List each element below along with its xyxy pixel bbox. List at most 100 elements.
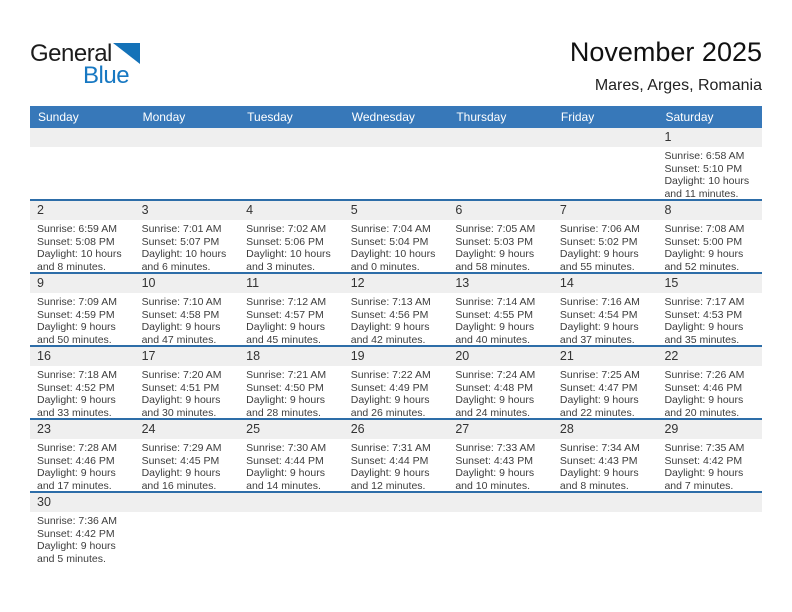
- calendar-grid: 1 Sunrise: 6:58 AM Sunset: 5:10 PM Daylight…: [30, 128, 763, 564]
- day-details: Sunrise: 7:25 AM Sunset: 4:47 PM Daylight:…: [553, 366, 658, 418]
- sunset-text: Sunset: 4:58 PM: [141, 308, 220, 321]
- location-subtitle: Mares, Arges, Romania: [594, 76, 762, 94]
- day-details: Sunrise: 7:22 AM Sunset: 4:49 PM Daylight:…: [344, 366, 449, 418]
- day-cell-30: 30 Sunrise: 7:36 AM Sunset: 4:42 PM Dayligh…: [30, 493, 135, 564]
- day-number: [239, 493, 344, 512]
- weekday-header-wednesday: Wednesday: [351, 110, 415, 124]
- daylight-text-line2: and 8 minutes.: [37, 261, 106, 272]
- day-number: [343, 493, 449, 512]
- day-cell-19: 19 Sunrise: 7:22 AM Sunset: 4:49 PM Dayligh…: [343, 347, 449, 418]
- day-details: Sunrise: 7:16 AM Sunset: 4:54 PM Daylight:…: [553, 293, 658, 345]
- day-details: Sunrise: 7:18 AM Sunset: 4:52 PM Daylight:…: [30, 366, 135, 418]
- sunrise-text: Sunrise: 7:04 AM: [350, 223, 431, 235]
- daylight-text-line1: Daylight: 9 hours: [37, 467, 116, 480]
- sunset-text: Sunset: 4:50 PM: [246, 381, 324, 394]
- day-cell-6: 6 Sunrise: 7:05 AM Sunset: 5:03 PM Daylight…: [448, 201, 553, 272]
- empty-day-cell: [657, 493, 763, 564]
- empty-day-cell: [134, 493, 240, 564]
- daylight-text-line1: Daylight: 9 hours: [664, 467, 744, 480]
- sunset-text: Sunset: 4:49 PM: [350, 381, 429, 394]
- daylight-text-line2: and 45 minutes.: [246, 334, 321, 345]
- week-row: 1 Sunrise: 6:58 AM Sunset: 5:10 PM Daylight…: [30, 128, 763, 199]
- daylight-text-line1: Daylight: 9 hours: [141, 467, 221, 480]
- sunset-text: Sunset: 5:00 PM: [664, 235, 743, 248]
- sunset-text: Sunset: 4:55 PM: [455, 308, 533, 321]
- daylight-text-line2: and 35 minutes.: [664, 334, 740, 345]
- day-cell-25: 25 Sunrise: 7:30 AM Sunset: 4:44 PM Dayligh…: [239, 420, 344, 491]
- day-number: 12: [343, 274, 449, 293]
- weekday-header-monday: Monday: [142, 110, 186, 124]
- day-number: 20: [448, 347, 553, 366]
- daylight-text-line1: Daylight: 9 hours: [455, 394, 535, 407]
- day-cell-20: 20 Sunrise: 7:24 AM Sunset: 4:48 PM Dayligh…: [448, 347, 553, 418]
- day-number: [134, 128, 240, 147]
- daylight-text-line2: and 8 minutes.: [559, 480, 629, 491]
- day-details: Sunrise: 7:13 AM Sunset: 4:56 PM Daylight:…: [344, 293, 449, 345]
- empty-day-cell: [134, 128, 240, 199]
- sunrise-text: Sunrise: 7:25 AM: [559, 369, 640, 381]
- week-row: 16 Sunrise: 7:18 AM Sunset: 4:52 PM Dayligh…: [30, 345, 763, 418]
- day-number: 10: [134, 274, 240, 293]
- daylight-text-line2: and 37 minutes.: [559, 334, 635, 345]
- empty-day-cell: [552, 493, 658, 564]
- day-number: 29: [657, 420, 763, 439]
- day-cell-29: 29 Sunrise: 7:35 AM Sunset: 4:42 PM Dayligh…: [657, 420, 763, 491]
- sunset-text: Sunset: 4:47 PM: [559, 381, 638, 394]
- sunset-text: Sunset: 4:48 PM: [455, 381, 533, 394]
- weekday-header-sunday: Sunday: [38, 110, 79, 124]
- day-cell-9: 9 Sunrise: 7:09 AM Sunset: 4:59 PM Daylight…: [30, 274, 135, 345]
- sunrise-text: Sunrise: 7:20 AM: [141, 369, 222, 381]
- sunrise-text: Sunrise: 7:16 AM: [559, 296, 640, 308]
- daylight-text-line1: Daylight: 9 hours: [455, 248, 535, 261]
- day-number: 17: [134, 347, 240, 366]
- daylight-text-line1: Daylight: 10 hours: [246, 248, 331, 261]
- general-blue-logo: General Blue: [30, 38, 190, 94]
- daylight-text-line1: Daylight: 9 hours: [350, 321, 430, 334]
- daylight-text-line1: Daylight: 9 hours: [37, 321, 116, 334]
- sunset-text: Sunset: 4:42 PM: [664, 454, 743, 467]
- day-details: Sunrise: 7:21 AM Sunset: 4:50 PM Daylight:…: [239, 366, 344, 418]
- sunrise-text: Sunrise: 7:08 AM: [664, 223, 745, 235]
- sunset-text: Sunset: 4:46 PM: [664, 381, 743, 394]
- daylight-text-line1: Daylight: 10 hours: [37, 248, 122, 261]
- day-details: Sunrise: 7:29 AM Sunset: 4:45 PM Daylight:…: [135, 439, 240, 491]
- day-cell-17: 17 Sunrise: 7:20 AM Sunset: 4:51 PM Dayligh…: [134, 347, 240, 418]
- daylight-text-line1: Daylight: 9 hours: [559, 321, 639, 334]
- sunrise-text: Sunrise: 7:34 AM: [559, 442, 640, 454]
- daylight-text-line2: and 0 minutes.: [350, 261, 420, 272]
- sunset-text: Sunset: 5:07 PM: [141, 235, 220, 248]
- sunrise-text: Sunrise: 7:26 AM: [664, 369, 745, 381]
- daylight-text-line1: Daylight: 10 hours: [350, 248, 436, 261]
- sunset-text: Sunset: 5:03 PM: [455, 235, 533, 248]
- day-details: Sunrise: 7:10 AM Sunset: 4:58 PM Daylight:…: [135, 293, 240, 345]
- daylight-text-line2: and 24 minutes.: [455, 407, 531, 418]
- day-number: 4: [239, 201, 344, 220]
- day-details: Sunrise: 6:59 AM Sunset: 5:08 PM Daylight:…: [30, 220, 135, 272]
- day-number: 22: [657, 347, 763, 366]
- daylight-text-line2: and 11 minutes.: [664, 188, 739, 199]
- sunrise-text: Sunrise: 7:12 AM: [246, 296, 327, 308]
- day-number: 6: [448, 201, 553, 220]
- day-details: Sunrise: 7:31 AM Sunset: 4:44 PM Daylight:…: [344, 439, 449, 491]
- sunset-text: Sunset: 4:42 PM: [37, 527, 115, 540]
- sunset-text: Sunset: 5:08 PM: [37, 235, 115, 248]
- day-cell-1: 1 Sunrise: 6:58 AM Sunset: 5:10 PM Daylight…: [657, 128, 763, 199]
- day-details: Sunrise: 7:01 AM Sunset: 5:07 PM Daylight:…: [135, 220, 240, 272]
- day-details: Sunrise: 6:58 AM Sunset: 5:10 PM Daylight:…: [657, 147, 762, 199]
- daylight-text-line2: and 47 minutes.: [141, 334, 217, 345]
- sunrise-text: Sunrise: 7:30 AM: [246, 442, 327, 454]
- daylight-text-line1: Daylight: 9 hours: [350, 467, 430, 480]
- day-number: [448, 128, 553, 147]
- daylight-text-line1: Daylight: 9 hours: [246, 321, 325, 334]
- daylight-text-line2: and 3 minutes.: [246, 261, 316, 272]
- month-title: November 2025: [569, 37, 762, 67]
- day-number: 8: [657, 201, 763, 220]
- daylight-text-line2: and 30 minutes.: [141, 407, 217, 418]
- daylight-text-line1: Daylight: 9 hours: [37, 394, 116, 407]
- sunset-text: Sunset: 5:04 PM: [350, 235, 429, 248]
- empty-day-cell: [448, 128, 553, 199]
- sunset-text: Sunset: 5:10 PM: [664, 162, 743, 175]
- sunrise-text: Sunrise: 7:24 AM: [455, 369, 536, 381]
- day-cell-23: 23 Sunrise: 7:28 AM Sunset: 4:46 PM Dayligh…: [30, 420, 135, 491]
- day-cell-13: 13 Sunrise: 7:14 AM Sunset: 4:55 PM Dayligh…: [448, 274, 553, 345]
